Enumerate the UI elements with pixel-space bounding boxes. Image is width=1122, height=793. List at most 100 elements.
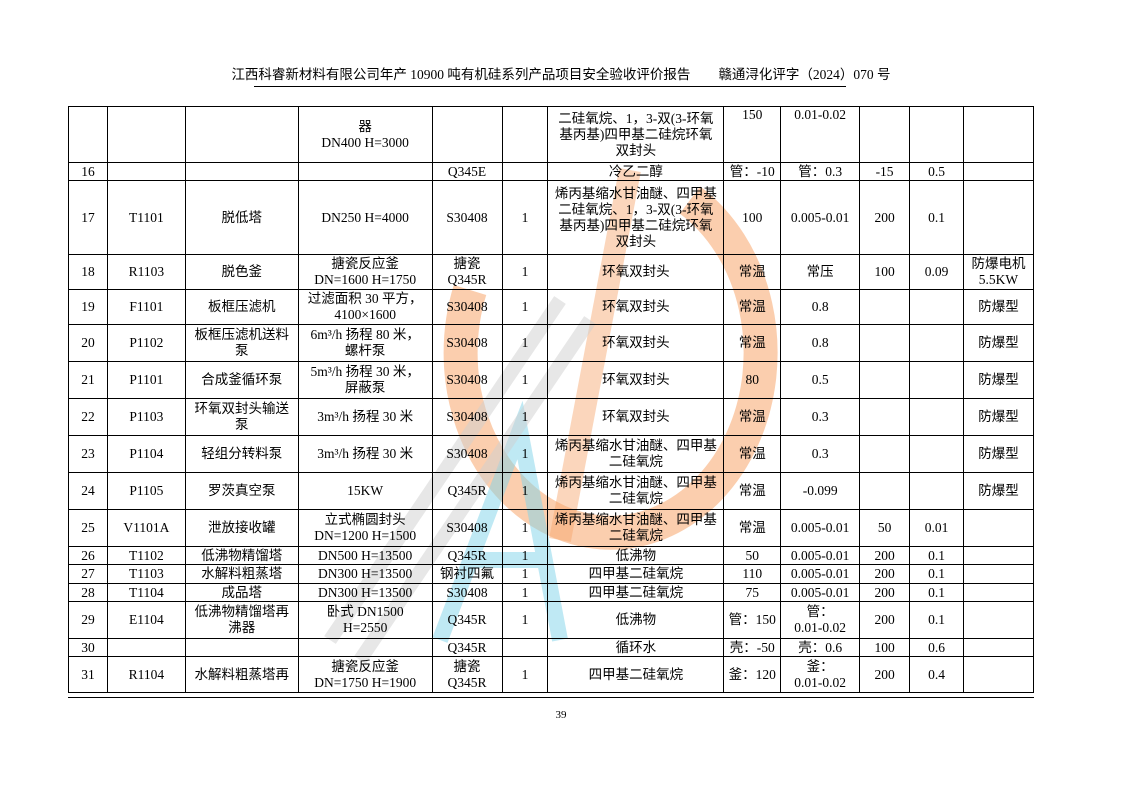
table-cell: 罗茨真空泵: [184, 472, 299, 510]
table-cell: 常温: [723, 435, 782, 473]
table-cell: [184, 638, 299, 657]
table-cell: 110: [723, 564, 782, 584]
table-cell: 25: [68, 509, 108, 547]
table-cell: [859, 106, 911, 163]
table-cell: 0.5: [909, 162, 964, 181]
table-cell: [962, 564, 1035, 584]
table-cell: DN300 H=13500: [297, 583, 433, 602]
table-cell: 1: [501, 361, 549, 399]
table-cell: [859, 361, 911, 399]
table-cell: Q345R: [431, 546, 503, 565]
table-cell: S30408: [431, 398, 503, 436]
table-cell: 搪瓷 Q345R: [431, 254, 503, 290]
table-cell: [962, 546, 1035, 565]
table-cell: 防爆型: [962, 435, 1035, 473]
table-cell: DN250 H=4000: [297, 180, 433, 255]
table-cell: 0.8: [780, 289, 861, 325]
table-cell: 环氧双封头: [547, 398, 725, 436]
table-cell: 0.1: [909, 583, 964, 602]
table-cell: 烯丙基缩水甘油醚、四甲基 二硅氧烷: [547, 509, 725, 547]
table-cell: 0.1: [909, 564, 964, 584]
table-cell: 过滤面积 30 平方， 4100×1600: [297, 289, 433, 325]
table-cell: S30408: [431, 289, 503, 325]
table-cell: [909, 361, 964, 399]
table-cell: 冷乙二醇: [547, 162, 725, 181]
table-cell: P1105: [106, 472, 186, 510]
table-cell: 低沸物: [547, 546, 725, 565]
table-cell: 0.3: [780, 398, 861, 436]
table-cell: S30408: [431, 583, 503, 602]
table-cell: S30408: [431, 435, 503, 473]
table-cell: 管：0.3: [780, 162, 861, 181]
table-cell: 0.1: [909, 180, 964, 255]
table-cell: 100: [859, 254, 911, 290]
table-cell: 壳：0.6: [780, 638, 861, 657]
table-cell: 31: [68, 656, 108, 693]
table-cell: [68, 106, 108, 163]
table-cell: 0.1: [909, 546, 964, 565]
table-cell: 24: [68, 472, 108, 510]
table-cell: 环氧双封头: [547, 289, 725, 325]
table-cell: 成品塔: [184, 583, 299, 602]
page-header: 江西科睿新材料有限公司年产 10900 吨有机硅系列产品项目安全验收评价报告 赣…: [0, 66, 1122, 84]
table-cell: DN300 H=13500: [297, 564, 433, 584]
table-row: 器 DN400 H=3000 二硅氧烷、1，3-双(3-环氧 基丙基)四甲基二硅烷…: [68, 106, 1035, 163]
table-cell: 立式椭圆封头 DN=1200 H=1500: [297, 509, 433, 547]
table-cell: 四甲基二硅氧烷: [547, 583, 725, 602]
table-cell: [106, 162, 186, 181]
table-cell: 卧式 DN1500 H=2550: [297, 601, 433, 639]
table-cell: [909, 324, 964, 362]
table-cell: 低沸物精馏塔: [184, 546, 299, 565]
table-row: 28 T1104 成品塔 DN300 H=13500 S30408 1 四甲基二硅氧烷 75 0…: [68, 583, 1035, 602]
table-cell: 防爆型: [962, 472, 1035, 510]
table-cell: S30408: [431, 180, 503, 255]
table-cell: 0.01: [909, 509, 964, 547]
table-cell: 搪瓷 Q345R: [431, 656, 503, 693]
table-cell: 防爆型: [962, 361, 1035, 399]
table-cell: [962, 180, 1035, 255]
table-cell: P1101: [106, 361, 186, 399]
table-cell: 轻组分转料泵: [184, 435, 299, 473]
table-cell: 二硅氧烷、1，3-双(3-环氧 基丙基)四甲基二硅烷环氧 双封头: [547, 106, 725, 163]
table-cell: 常压: [780, 254, 861, 290]
table-cell: 环氧双封头输送 泵: [184, 398, 299, 436]
table-cell: 0.005-0.01: [780, 583, 861, 602]
table-cell: [962, 656, 1035, 693]
table-cell: 1: [501, 254, 549, 290]
table-cell: 22: [68, 398, 108, 436]
table-cell: 23: [68, 435, 108, 473]
table-cell: 器 DN400 H=3000: [297, 106, 433, 163]
table-cell: [962, 509, 1035, 547]
table-cell: [909, 106, 964, 163]
table-cell: 四甲基二硅氧烷: [547, 656, 725, 693]
table-row: 18 R1103 脱色釜 搪瓷反应釜 DN=1600 H=1750 搪瓷 Q345R 1 环…: [68, 254, 1035, 290]
table-cell: 30: [68, 638, 108, 657]
table-cell: [501, 638, 549, 657]
table-cell: S30408: [431, 324, 503, 362]
table-cell: 常温: [723, 509, 782, 547]
table-cell: 防爆型: [962, 289, 1035, 325]
table-cell: 200: [859, 180, 911, 255]
table-row: 30 Q345R 循环水 壳：-50 壳：0.6 100 0.6: [68, 638, 1035, 657]
table-cell: -0.099: [780, 472, 861, 510]
table-cell: 常温: [723, 472, 782, 510]
table-cell: 管： 0.01-0.02: [780, 601, 861, 639]
table-row: 27 T1103 水解料粗蒸塔 DN300 H=13500 钢衬四氟 1 四甲基二硅氧烷 11…: [68, 564, 1035, 584]
table-cell: 0.4: [909, 656, 964, 693]
table-cell: 1: [501, 324, 549, 362]
report-title: 江西科睿新材料有限公司年产 10900 吨有机硅系列产品项目安全验收评价报告: [231, 67, 691, 82]
page-number: 39: [555, 709, 567, 721]
table-cell: [106, 638, 186, 657]
table-cell: 泄放接收罐: [184, 509, 299, 547]
table-cell: 16: [68, 162, 108, 181]
footer-rule: [68, 697, 1034, 698]
equipment-table: 器 DN400 H=3000 二硅氧烷、1，3-双(3-环氧 基丙基)四甲基二硅烷…: [68, 106, 1035, 693]
table-cell: 0.01-0.02: [780, 106, 861, 163]
table-cell: -15: [859, 162, 911, 181]
table-cell: 200: [859, 656, 911, 693]
table-cell: P1104: [106, 435, 186, 473]
page-body: 器 DN400 H=3000 二硅氧烷、1，3-双(3-环氧 基丙基)四甲基二硅烷…: [68, 106, 1035, 722]
table-cell: 1: [501, 546, 549, 565]
table-cell: 0.8: [780, 324, 861, 362]
table-cell: 17: [68, 180, 108, 255]
